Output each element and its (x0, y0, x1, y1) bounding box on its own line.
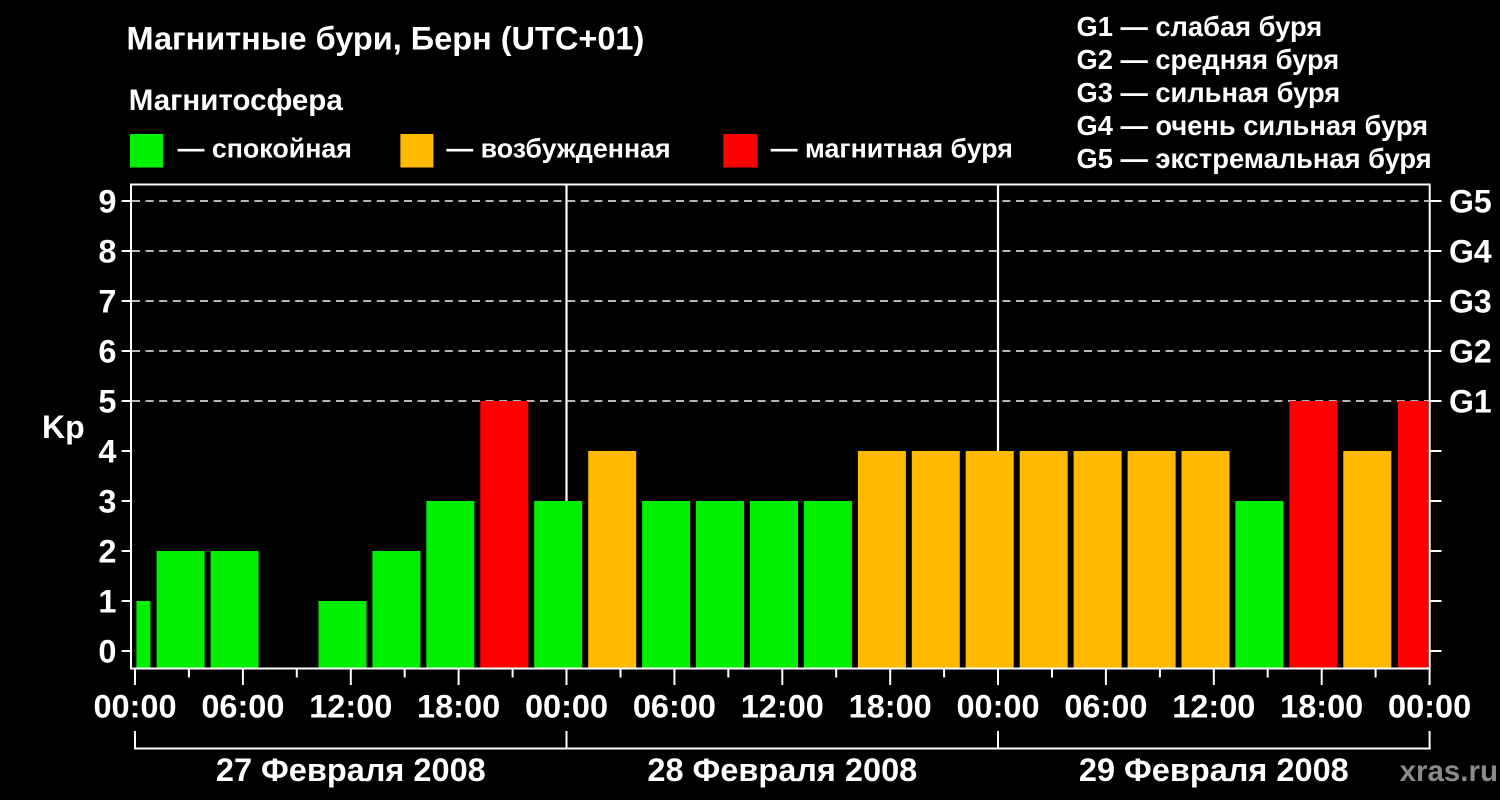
svg-text:18:00: 18:00 (849, 689, 932, 725)
svg-text:— спокойная: — спокойная (178, 133, 352, 163)
svg-text:00:00: 00:00 (1388, 689, 1471, 725)
svg-text:00:00: 00:00 (525, 689, 608, 725)
svg-text:8: 8 (98, 234, 116, 270)
svg-text:28 Февраля 2008: 28 Февраля 2008 (647, 752, 917, 788)
svg-text:06:00: 06:00 (201, 689, 284, 725)
svg-text:G4: G4 (1449, 234, 1492, 270)
svg-text:18:00: 18:00 (417, 689, 500, 725)
svg-text:— возбужденная: — возбужденная (446, 133, 670, 163)
svg-text:2: 2 (98, 534, 116, 570)
svg-text:G1 — слабая буря: G1 — слабая буря (1077, 11, 1323, 42)
svg-text:12:00: 12:00 (1172, 689, 1255, 725)
svg-text:G3 — сильная буря: G3 — сильная буря (1077, 77, 1341, 108)
svg-text:G4 — очень сильная буря: G4 — очень сильная буря (1077, 110, 1429, 141)
svg-text:xras.ru: xras.ru (1400, 755, 1498, 788)
svg-text:12:00: 12:00 (741, 689, 824, 725)
svg-text:06:00: 06:00 (1064, 689, 1147, 725)
svg-text:G5: G5 (1449, 184, 1492, 220)
svg-text:4: 4 (98, 434, 116, 470)
svg-text:18:00: 18:00 (1280, 689, 1363, 725)
svg-text:G2: G2 (1449, 334, 1492, 370)
svg-text:— магнитная буря: — магнитная буря (771, 133, 1013, 163)
svg-text:7: 7 (98, 284, 116, 320)
svg-text:00:00: 00:00 (956, 689, 1039, 725)
svg-text:Магнитосфера: Магнитосфера (129, 84, 344, 117)
svg-text:G2 — средняя буря: G2 — средняя буря (1077, 44, 1340, 75)
svg-text:G3: G3 (1449, 284, 1492, 320)
svg-text:1: 1 (98, 584, 116, 620)
svg-text:29 Февраля 2008: 29 Февраля 2008 (1079, 752, 1349, 788)
svg-text:0: 0 (98, 634, 116, 670)
svg-text:6: 6 (98, 334, 116, 370)
svg-text:00:00: 00:00 (93, 689, 176, 725)
svg-text:5: 5 (98, 384, 116, 420)
svg-text:Kp: Kp (42, 409, 85, 445)
svg-text:06:00: 06:00 (633, 689, 716, 725)
svg-text:3: 3 (98, 484, 116, 520)
svg-text:Магнитные бури, Берн (UTC+01): Магнитные бури, Берн (UTC+01) (127, 21, 645, 57)
svg-text:12:00: 12:00 (309, 689, 392, 725)
svg-text:9: 9 (98, 184, 116, 220)
svg-text:G1: G1 (1449, 384, 1492, 420)
svg-text:27 Февраля 2008: 27 Февраля 2008 (216, 752, 486, 788)
svg-text:G5 — экстремальная буря: G5 — экстремальная буря (1077, 143, 1432, 174)
